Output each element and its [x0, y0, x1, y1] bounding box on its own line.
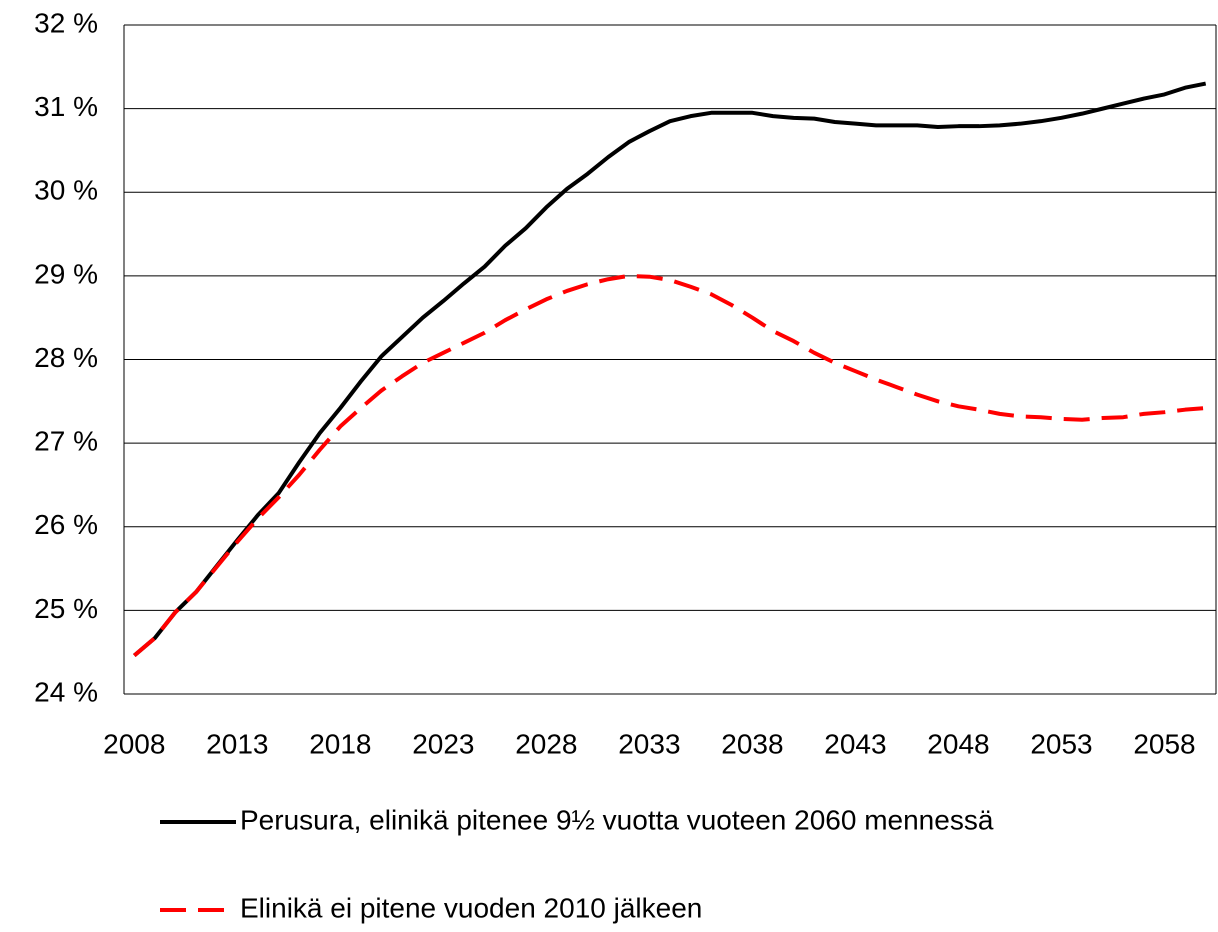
- x-tick-label: 2023: [412, 728, 474, 759]
- x-tick-label: 2053: [1030, 728, 1092, 759]
- series-line: [133, 81, 1207, 658]
- x-tick-label: 2033: [618, 728, 680, 759]
- x-tick-label: 2058: [1133, 728, 1195, 759]
- y-tick-label: 25 %: [34, 593, 98, 624]
- legend-label: Perusura, elinikä pitenee 9½ vuotta vuot…: [240, 804, 994, 835]
- x-tick-label: 2008: [103, 728, 165, 759]
- x-tick-label: 2028: [515, 728, 577, 759]
- x-tick-label: 2043: [824, 728, 886, 759]
- legend-label: Elinikä ei pitene vuoden 2010 jälkeen: [240, 892, 702, 923]
- y-tick-label: 24 %: [34, 676, 98, 707]
- x-tick-label: 2013: [206, 728, 268, 759]
- y-tick-label: 31 %: [34, 91, 98, 122]
- y-tick-label: 30 %: [34, 175, 98, 206]
- x-tick-label: 2048: [927, 728, 989, 759]
- y-tick-label: 28 %: [34, 342, 98, 373]
- series-line: [133, 273, 1206, 658]
- x-tick-label: 2038: [721, 728, 783, 759]
- y-tick-label: 26 %: [34, 509, 98, 540]
- y-tick-label: 29 %: [34, 258, 98, 289]
- y-tick-label: 32 %: [34, 7, 98, 38]
- x-tick-label: 2018: [309, 728, 371, 759]
- y-tick-label: 27 %: [34, 426, 98, 457]
